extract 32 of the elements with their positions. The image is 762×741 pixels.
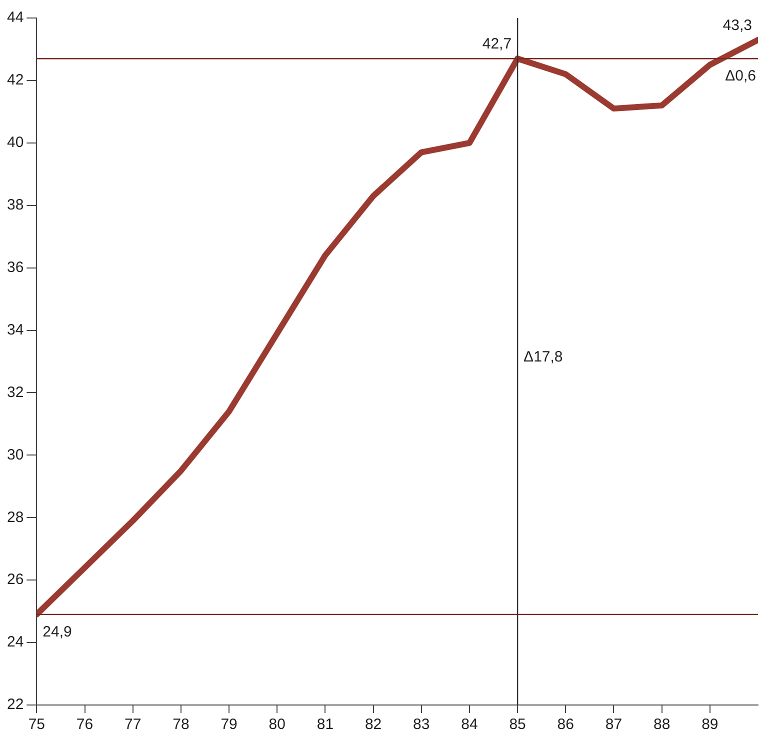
x-tick-label: 83 — [413, 716, 430, 734]
x-tick-label: 78 — [172, 716, 190, 734]
x-tick-label: 85 — [509, 716, 526, 734]
y-tick-label: 40 — [6, 134, 24, 152]
y-tick-label: 36 — [6, 258, 24, 276]
annotation: 24,9 — [42, 623, 72, 640]
x-tick-label: 82 — [364, 716, 382, 734]
x-tick-label: 79 — [220, 716, 238, 734]
x-tick-label: 77 — [124, 716, 142, 734]
x-tick-label: 87 — [605, 716, 622, 734]
x-tick-label: 88 — [653, 716, 670, 734]
ref-line-label: Δ0,6 — [725, 68, 756, 85]
annotation: 42,7 — [482, 36, 512, 53]
y-tick-label: 34 — [6, 321, 24, 338]
x-tick-label: 84 — [461, 716, 478, 734]
y-tick-label: 42 — [6, 72, 24, 89]
annotation: 43,3 — [722, 16, 752, 34]
y-tick-label: 38 — [6, 196, 24, 214]
x-tick-label: 89 — [702, 716, 718, 734]
x-tick-label: 80 — [268, 716, 286, 734]
x-tick-label: 75 — [28, 716, 46, 734]
y-tick-label: 24 — [6, 634, 24, 651]
y-tick-label: 44 — [6, 9, 24, 26]
y-tick-label: 30 — [6, 446, 24, 464]
y-tick-label: 28 — [6, 508, 24, 526]
y-tick-label: 32 — [6, 384, 24, 401]
y-tick-label: 22 — [6, 696, 24, 714]
y-tick-label: 26 — [6, 571, 24, 588]
x-tick-label: 86 — [557, 716, 574, 734]
x-tick-label: 81 — [316, 716, 334, 734]
x-tick-label: 76 — [76, 716, 94, 734]
ref-line-label: Δ17,8 — [524, 348, 563, 366]
